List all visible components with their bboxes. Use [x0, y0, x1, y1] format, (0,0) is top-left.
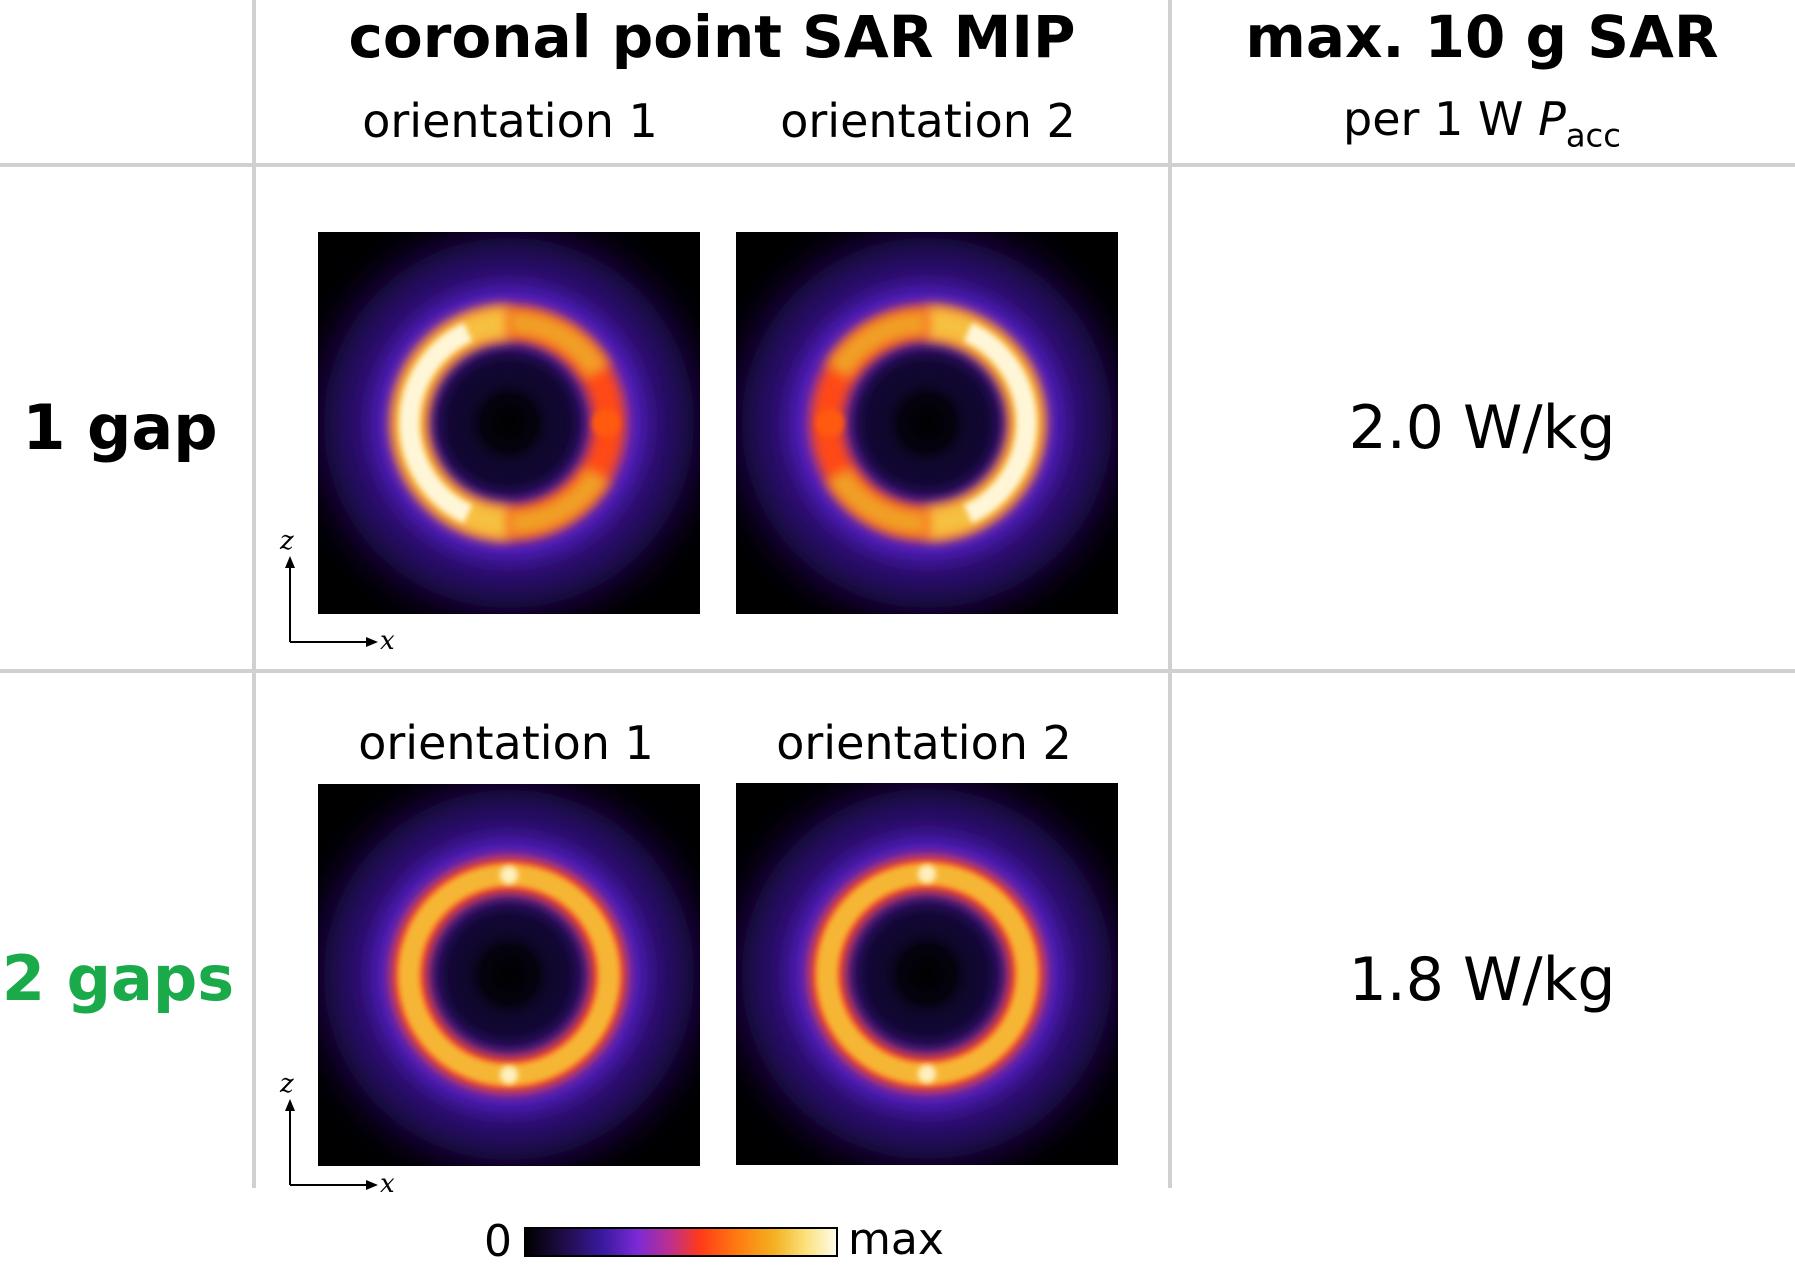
row-2-x-label: x	[380, 1169, 395, 1199]
colorbar-min-label: 0	[484, 1216, 512, 1267]
row-2-axes-arrows	[285, 1099, 378, 1190]
colorbar-max-label: max	[848, 1214, 944, 1265]
sar-subtitle: per 1 W Pacc	[1172, 96, 1792, 151]
row-1-label: 1 gap	[22, 391, 218, 464]
colorbar	[524, 1227, 838, 1257]
sar-subtitle-symbol: P	[1538, 92, 1566, 146]
sar-subtitle-prefix: per 1 W	[1343, 92, 1524, 146]
row-divider-top	[0, 163, 1795, 167]
row-1-axes-arrows	[285, 556, 378, 647]
row-1-x-label: x	[380, 626, 395, 656]
header-orientation-1: orientation 1	[362, 94, 658, 148]
row-1-value: 2.0 W/kg	[1348, 393, 1616, 463]
row-2-orientation-2: orientation 2	[776, 716, 1072, 770]
sar-title: max. 10 g SAR	[1245, 3, 1719, 71]
row-1-axes-indicator: z x	[276, 526, 395, 654]
row-2-z-label: z	[280, 1069, 294, 1099]
row-2-value: 1.8 W/kg	[1348, 945, 1616, 1015]
mip-title: coronal point SAR MIP	[348, 3, 1076, 71]
row-2-orientation-1: orientation 1	[358, 716, 654, 770]
header-orientation-2: orientation 2	[780, 94, 1076, 148]
sar-subtitle-subscript: acc	[1565, 116, 1621, 155]
column-divider-left	[252, 0, 256, 1188]
row-1-z-label: z	[280, 526, 294, 556]
row-divider-middle	[0, 669, 1795, 673]
row-2-orientation-2-map	[736, 783, 1118, 1165]
column-divider-right	[1168, 0, 1172, 1188]
row-2-orientation-1-map	[318, 784, 700, 1166]
row-2-axes-indicator: z x	[276, 1069, 395, 1197]
row-1-orientation-1-map	[318, 232, 700, 614]
row-2-label: 2 gaps	[1, 942, 235, 1015]
row-1-orientation-2-map	[736, 232, 1118, 614]
